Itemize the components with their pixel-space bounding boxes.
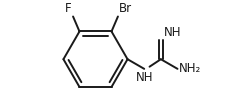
Text: NH₂: NH₂	[178, 62, 201, 75]
Text: F: F	[65, 2, 72, 15]
Text: NH: NH	[164, 26, 181, 39]
Text: NH: NH	[135, 71, 153, 84]
Text: Br: Br	[119, 2, 132, 15]
